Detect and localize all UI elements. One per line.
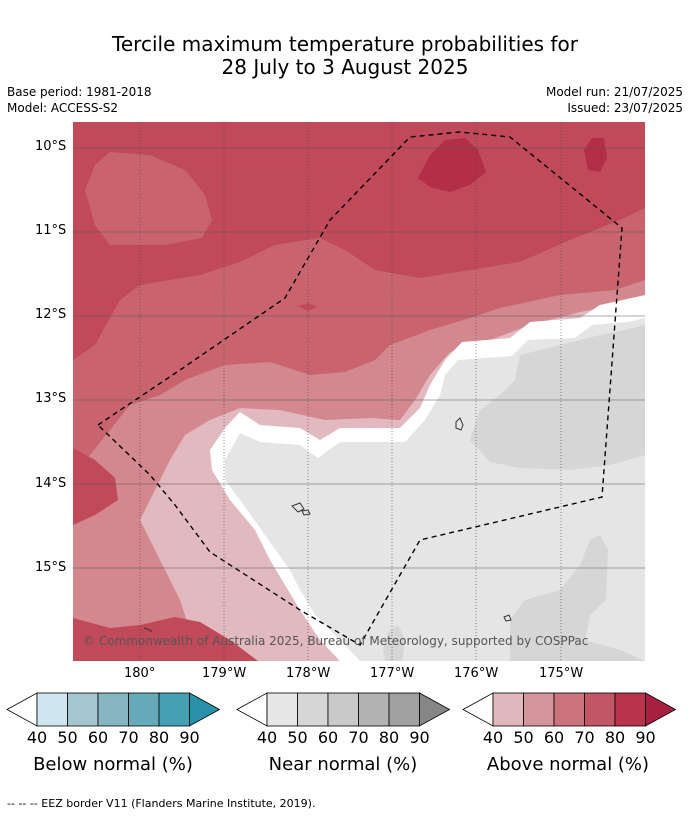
lat-label-12s: 12°S	[35, 307, 67, 322]
colorbar-title-below: Below normal (%)	[33, 754, 193, 775]
colorbar-max-triangle	[645, 692, 677, 727]
colorbar-segment	[97, 692, 129, 727]
eez-footnote: -- -- -- EEZ border V11 (Flanders Marine…	[7, 797, 316, 810]
colorbar-segment	[523, 692, 555, 727]
above-80-small-blob	[298, 303, 318, 311]
colorbar-min-triangle	[236, 692, 268, 727]
colorbar-segment	[36, 692, 68, 727]
colorbar-tick-label: 50	[287, 728, 308, 747]
colorbar-tick-label: 80	[378, 728, 400, 747]
lon-label-179w: 179°W	[202, 666, 247, 681]
island-outline	[291, 502, 311, 516]
chart-title-line2: 28 July to 3 August 2025	[221, 55, 469, 79]
colorbar-tick-label: 40	[26, 728, 48, 747]
lon-label-178w: 178°W	[286, 666, 331, 681]
colorbar-1	[236, 692, 451, 727]
colorbar-tick-label: 70	[574, 728, 595, 747]
colorbar-tick-label: 70	[118, 728, 139, 747]
issued-date: Issued: 23/07/2025	[567, 101, 683, 115]
colorbar-2	[462, 692, 677, 727]
above-80-lower-left-region	[73, 448, 118, 525]
island-outline	[503, 614, 512, 622]
colorbar-segment	[388, 692, 420, 727]
colorbar-max-triangle	[419, 692, 451, 727]
chart-title-line1: Tercile maximum temperature probabilitie…	[112, 32, 578, 56]
colorbar-segment	[67, 692, 99, 727]
colorbar-min-triangle	[6, 692, 38, 727]
above-90-small-region	[584, 138, 607, 172]
colorbar-segment	[327, 692, 359, 727]
lon-label-180: 180°	[124, 666, 156, 681]
near-50-lower-region	[510, 535, 645, 661]
lat-label-15s: 15°S	[35, 560, 67, 575]
above-90-region	[418, 138, 486, 192]
lat-label-10s: 10°S	[35, 139, 67, 154]
lon-label-177w: 177°W	[370, 666, 415, 681]
colorbar-min-triangle	[462, 692, 494, 727]
base-period: Base period: 1981-2018	[7, 85, 152, 99]
near-50-small-region	[383, 625, 405, 661]
colorbar-segment	[358, 692, 390, 727]
colorbar-segment	[492, 692, 524, 727]
colorbar-segment	[614, 692, 646, 727]
colorbar-tick-label: 90	[409, 728, 430, 747]
copyright-notice: © Commonwealth of Australia 2025, Bureau…	[83, 634, 589, 648]
colorbar-tick-label: 90	[635, 728, 656, 747]
island-outline	[455, 417, 464, 431]
colorbar-segment	[584, 692, 616, 727]
model-name: Model: ACCESS-S2	[7, 101, 119, 115]
lon-label-176w: 176°W	[454, 666, 499, 681]
map-field	[73, 122, 645, 661]
colorbar-segment	[128, 692, 160, 727]
colorbar-tick-label: 80	[148, 728, 170, 747]
lat-label-11s: 11°S	[35, 223, 67, 238]
colorbar-tick-label: 40	[482, 728, 504, 747]
colorbar-tick-label: 70	[348, 728, 369, 747]
lat-label-13s: 13°S	[35, 391, 67, 406]
lon-label-175w: 175°W	[539, 666, 584, 681]
near-50-region	[470, 325, 645, 470]
island-outline	[143, 627, 153, 633]
colorbar-tick-label: 50	[57, 728, 78, 747]
model-run: Model run: 21/07/2025	[545, 85, 683, 99]
colorbar-segment	[266, 692, 298, 727]
colorbar-0	[6, 692, 221, 727]
colorbars	[6, 692, 677, 727]
map-gridlines	[73, 122, 645, 661]
above-70-blob	[85, 152, 212, 245]
colorbar-tick-label: 60	[543, 728, 565, 747]
above-80-bottom-region	[73, 617, 258, 661]
colorbar-title-above: Above normal (%)	[486, 754, 650, 775]
colorbar-tick-label: 60	[317, 728, 339, 747]
lat-label-14s: 14°S	[35, 476, 67, 491]
colorbar-tick-label: 60	[87, 728, 109, 747]
colorbar-tick-label: 50	[513, 728, 534, 747]
colorbar-segment	[553, 692, 585, 727]
eez-border	[96, 131, 623, 646]
colorbar-tick-label: 80	[604, 728, 626, 747]
colorbar-title-near: Near normal (%)	[268, 754, 418, 775]
colorbar-tick-label: 40	[256, 728, 278, 747]
colorbar-tick-label: 90	[179, 728, 200, 747]
colorbar-segment	[297, 692, 329, 727]
colorbar-max-triangle	[189, 692, 221, 727]
colorbar-segment	[158, 692, 190, 727]
